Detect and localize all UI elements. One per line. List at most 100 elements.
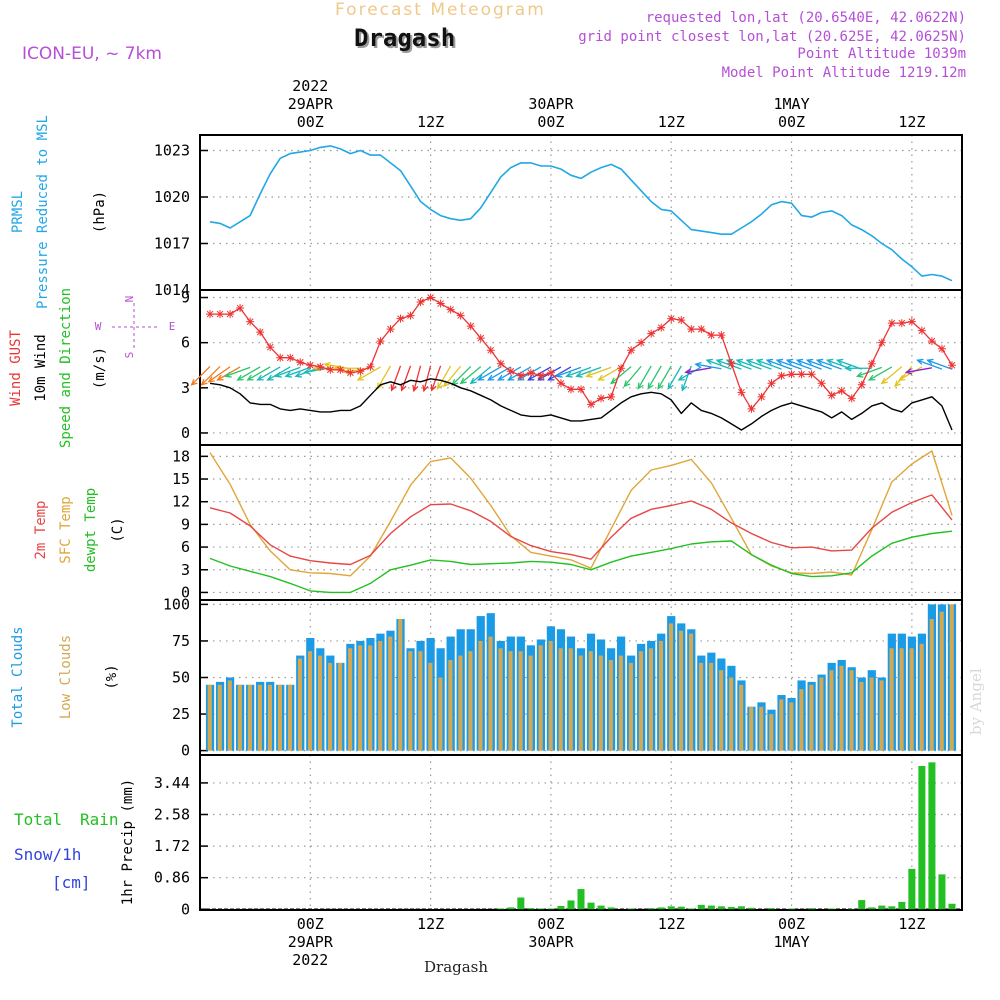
clouds-unit: (%) xyxy=(104,664,120,689)
wind-gust-marker xyxy=(366,362,375,371)
low-cloud-bar xyxy=(428,662,433,751)
rain-bar xyxy=(878,905,886,910)
wind-gust-marker xyxy=(757,392,766,401)
temperature-panel-frame xyxy=(199,444,963,601)
wind-arrow xyxy=(191,365,211,386)
wind-gust-marker xyxy=(236,304,245,313)
low-cloud-bar xyxy=(207,684,212,751)
wind-arrowhead xyxy=(486,374,495,381)
low-cloud-bar xyxy=(328,662,333,751)
wind-gust-marker xyxy=(316,362,325,371)
wind-arrowhead xyxy=(623,380,631,388)
rain-bar xyxy=(858,900,866,910)
low-cloud-bar xyxy=(598,655,603,751)
wind-arrowhead xyxy=(303,368,311,375)
low-cloud-bar xyxy=(398,619,403,751)
wind-arrowhead xyxy=(507,374,515,381)
wind-arrowhead xyxy=(356,374,364,381)
wind-gust-marker xyxy=(627,346,636,355)
wind-arrow xyxy=(413,365,422,392)
wind-gust-marker xyxy=(917,326,926,335)
wind-arrow xyxy=(927,359,953,370)
wind-arrowhead xyxy=(200,378,208,386)
low-cloud-bar xyxy=(338,662,343,751)
bottom-time-label: 1MAY xyxy=(773,933,809,951)
rain-bar xyxy=(898,901,906,910)
wind-gust-marker xyxy=(687,325,696,334)
bottom-time-label: 30APR xyxy=(528,933,574,951)
wind-arrow xyxy=(894,365,913,387)
low-cloud-bar xyxy=(638,651,643,751)
low-cloud-bar xyxy=(448,659,453,751)
low-cloud-bar xyxy=(879,680,884,751)
wind-gust-marker xyxy=(566,385,575,394)
wind-gust-marker xyxy=(787,370,796,379)
wind-gust-marker xyxy=(216,310,225,319)
wind-gust-marker xyxy=(306,361,315,370)
low-cloud-bar xyxy=(388,636,393,751)
wind-gust-marker xyxy=(777,371,786,380)
clouds-ytick-label: 25 xyxy=(172,705,190,723)
wind-arrowhead xyxy=(855,371,864,378)
rain-bar xyxy=(517,897,525,910)
wind-arrow xyxy=(437,365,452,389)
clouds-ytick-label: 100 xyxy=(163,595,190,613)
model-label: ICON-EU, ~ 7km xyxy=(22,44,162,64)
wind-arrowhead xyxy=(496,374,505,381)
wind-arrow xyxy=(237,366,261,381)
low-cloud-bar xyxy=(759,706,764,751)
wind-arrow xyxy=(695,363,722,370)
top-time-label: 12Z xyxy=(898,113,925,131)
wind-arrowhead xyxy=(657,382,664,390)
wind-arrow xyxy=(776,359,802,370)
low-cloud-bar xyxy=(699,662,704,751)
temperature-ytick-label: 12 xyxy=(172,493,190,511)
rain-bar xyxy=(677,906,685,910)
temperature-ytick-label: 0 xyxy=(181,583,190,601)
rain-bar xyxy=(747,907,755,910)
wind-gust-marker xyxy=(276,353,285,362)
wind-arrowhead xyxy=(725,358,734,365)
wind-gust-marker xyxy=(476,334,485,343)
t2m-label: 2m Temp xyxy=(33,500,49,559)
low-cloud-bar xyxy=(237,684,242,751)
wind-gust-marker xyxy=(797,370,806,379)
wind-arrow xyxy=(667,365,682,389)
wind-arrow xyxy=(766,359,792,370)
wind-arrow xyxy=(586,366,612,377)
wind-arrow xyxy=(576,366,602,377)
t2m-line xyxy=(209,494,953,566)
wind-arrowhead xyxy=(894,380,901,388)
pressure-ytick-label: 1017 xyxy=(154,235,190,253)
wind-arrowhead xyxy=(880,377,888,385)
low-cloud-bar xyxy=(709,662,714,751)
low-cloud-bar xyxy=(729,677,734,751)
dewpt-line xyxy=(209,530,953,594)
wind-arrowhead xyxy=(246,374,254,381)
low-cloud-bar xyxy=(739,684,744,751)
top-time-label: 12Z xyxy=(417,113,444,131)
dewpt-label: dewpt Temp xyxy=(83,488,99,572)
wind-arrow xyxy=(657,365,672,389)
wind-gust-marker xyxy=(286,353,295,362)
wind-arrow xyxy=(470,366,492,384)
wind-gust-marker xyxy=(456,311,465,320)
wind-arrowhead xyxy=(412,384,419,393)
precip-ytick-label: 2.58 xyxy=(154,806,190,824)
precip-ytick-label: 0 xyxy=(181,900,190,918)
wind-arrowhead xyxy=(681,384,688,392)
wind-arrowhead xyxy=(294,371,302,378)
model-point-altitude: Model Point Altitude 1219.12m xyxy=(721,65,966,81)
low-cloud-bar xyxy=(558,648,563,751)
low-cloud-bar xyxy=(508,651,513,751)
wind-gust-marker xyxy=(737,388,746,397)
wind-arrowhead xyxy=(274,371,282,378)
low-cloud-bar xyxy=(789,702,794,751)
wind-arrow xyxy=(868,366,893,381)
rain-bar xyxy=(767,908,776,910)
bottom-time-label: 12Z xyxy=(898,915,925,933)
wind-gust-marker xyxy=(747,404,756,413)
pressure-ytick-label: 1014 xyxy=(154,281,190,299)
rain-bar xyxy=(537,908,545,910)
wind-arrow xyxy=(598,366,622,381)
